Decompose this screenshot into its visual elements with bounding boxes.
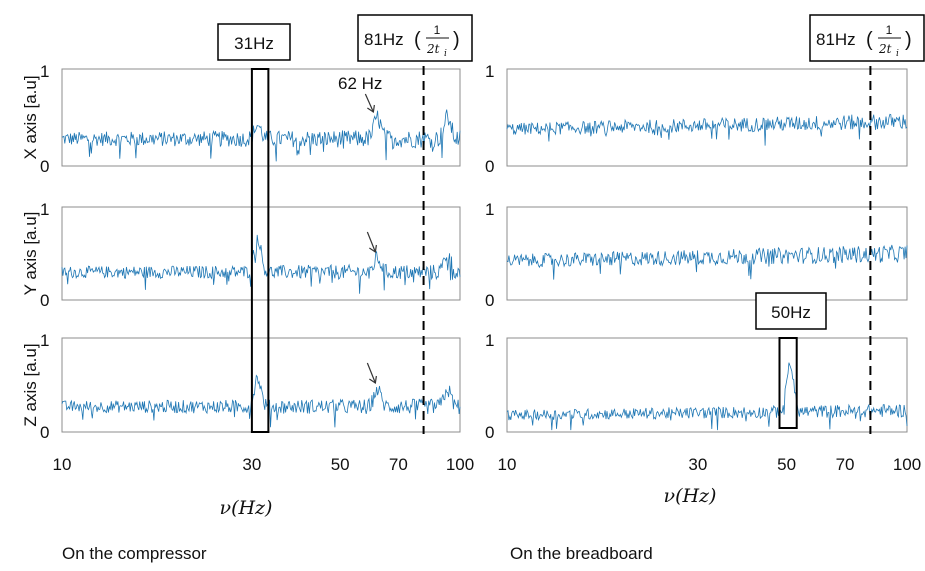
label-81hz: 81Hz bbox=[364, 30, 404, 49]
label-31hz: 31Hz bbox=[234, 34, 274, 53]
y-tick-label: 0 bbox=[40, 423, 49, 442]
x-axis-label: ν(Hz) bbox=[220, 497, 273, 519]
label-50hz: 50Hz bbox=[771, 303, 811, 322]
plot-frame bbox=[506, 337, 908, 433]
peak-arrow bbox=[364, 93, 374, 113]
series-line bbox=[506, 362, 908, 431]
y-tick-label: 1 bbox=[40, 62, 49, 81]
highlight-box-31hz bbox=[250, 68, 270, 433]
plot-frame bbox=[506, 68, 908, 167]
x-tick-label: 50 bbox=[331, 455, 350, 474]
y-tick-label: 0 bbox=[485, 157, 494, 176]
x-tick-label: 30 bbox=[688, 455, 707, 474]
y-tick-label: 1 bbox=[485, 200, 494, 219]
fraction-denominator: 2t bbox=[426, 42, 440, 56]
y-tick-label: 1 bbox=[485, 331, 494, 350]
x-tick-label: 100 bbox=[893, 455, 921, 474]
fraction-numerator: 1 bbox=[434, 23, 441, 37]
y-axis-label: Y axis [a.u] bbox=[21, 212, 40, 296]
x-tick-label: 70 bbox=[389, 455, 408, 474]
x-tick-label: 30 bbox=[242, 455, 261, 474]
caption-right: On the breadboard bbox=[510, 544, 653, 563]
label-62hz: 62 Hz bbox=[338, 74, 382, 93]
plot-frame bbox=[61, 68, 461, 167]
paren-close: ) bbox=[453, 29, 460, 51]
series-line bbox=[506, 244, 908, 280]
peak-arrowhead bbox=[369, 244, 377, 254]
fraction-subscript: i bbox=[444, 49, 447, 59]
x-tick-label: 10 bbox=[53, 455, 72, 474]
y-tick-label: 1 bbox=[485, 62, 494, 81]
plot-frame bbox=[61, 337, 461, 433]
x-tick-label: 50 bbox=[777, 455, 796, 474]
x-axis-label: ν(Hz) bbox=[664, 485, 717, 507]
subplot-right-2 bbox=[506, 206, 908, 301]
y-tick-label: 1 bbox=[40, 200, 49, 219]
peak-arrowhead bbox=[367, 104, 375, 114]
label-box-31hz bbox=[217, 23, 291, 61]
y-tick-label: 1 bbox=[40, 331, 49, 350]
series-line bbox=[61, 374, 461, 428]
series-line bbox=[61, 234, 461, 294]
series-line bbox=[506, 113, 908, 146]
subplot-left-2 bbox=[61, 206, 461, 301]
paren-open: ( bbox=[414, 29, 421, 51]
label-box-81hz bbox=[809, 14, 925, 62]
label-box-81hz bbox=[357, 14, 473, 62]
plot-frame bbox=[61, 206, 461, 301]
label-box-50hz bbox=[755, 292, 827, 330]
x-tick-label: 100 bbox=[446, 455, 474, 474]
peak-arrow bbox=[366, 362, 376, 384]
x-tick-label: 10 bbox=[498, 455, 517, 474]
paren-open: ( bbox=[866, 29, 873, 51]
y-tick-label: 0 bbox=[40, 157, 49, 176]
subplot-right-1 bbox=[506, 68, 908, 167]
fraction-subscript: i bbox=[896, 49, 899, 59]
y-tick-label: 0 bbox=[40, 291, 49, 310]
y-tick-label: 0 bbox=[485, 291, 494, 310]
subplot-right-3 bbox=[506, 337, 908, 433]
paren-close: ) bbox=[905, 29, 912, 51]
fraction-denominator: 2t bbox=[878, 42, 892, 56]
subplot-left-3 bbox=[61, 337, 461, 433]
highlight-box-50hz bbox=[778, 337, 798, 429]
y-axis-label: X axis [a.u] bbox=[21, 75, 40, 159]
caption-left: On the compressor bbox=[62, 544, 207, 563]
peak-arrowhead bbox=[369, 375, 377, 385]
label-81hz: 81Hz bbox=[816, 30, 856, 49]
fraction-numerator: 1 bbox=[886, 23, 893, 37]
y-axis-label: Z axis [a.u] bbox=[21, 343, 40, 426]
series-line bbox=[61, 109, 461, 162]
x-tick-label: 70 bbox=[836, 455, 855, 474]
subplot-left-1 bbox=[61, 68, 461, 167]
peak-arrow bbox=[366, 231, 376, 253]
y-tick-label: 0 bbox=[485, 423, 494, 442]
